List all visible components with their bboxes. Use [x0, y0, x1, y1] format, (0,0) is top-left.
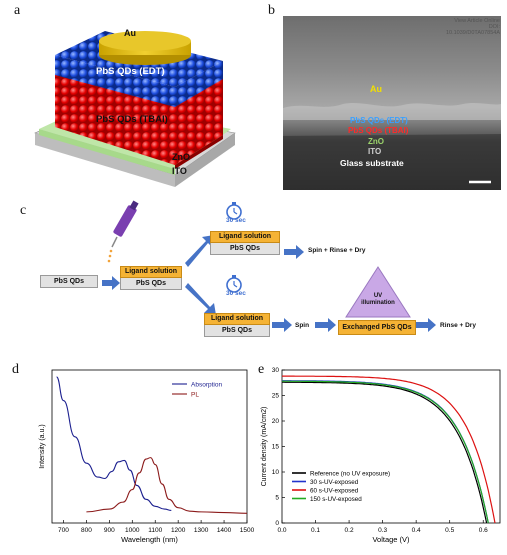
- chart-d-xtick-label: 900: [104, 527, 115, 534]
- chart-e-xtick-label: 0.5: [445, 527, 454, 534]
- chart-d-frame: [51, 369, 248, 524]
- chart-e-series-line: [282, 375, 496, 524]
- ligand-box-center: Ligand solution PbS QDs: [120, 266, 182, 290]
- chart-e-xtick-label: 0.6: [479, 527, 488, 534]
- chart-d-ylabel: Intensity (a.u.): [39, 424, 46, 468]
- chart-e-xtick-label: 0.1: [311, 527, 320, 534]
- sem-label-pbs-tbai: PbS QDs (TBAI): [348, 126, 409, 135]
- watermark: View Article Online DOI: 10.1039/D0TA078…: [438, 18, 500, 36]
- layer-label-zno: ZnO: [172, 152, 190, 162]
- chart-e-ytick-label: 0: [275, 520, 279, 527]
- ligand-box-bottom-branch-top: Ligand solution: [204, 313, 270, 325]
- chart-e-series-line: [282, 381, 488, 524]
- timer-label-bottom: 30 sec: [226, 290, 246, 297]
- branch-bottom-spin: Spin: [295, 322, 310, 329]
- watermark-line1: View Article Online: [454, 18, 500, 24]
- pipette-icon: [107, 200, 139, 263]
- chart-e-legend-label: Reference (no UV exposure): [310, 470, 390, 477]
- chart-e-legend-label: 30 s-UV-exposed: [310, 479, 359, 486]
- sem-image: [283, 16, 501, 190]
- panel-label-b: b: [268, 3, 275, 18]
- chart-d-xtick-label: 1500: [240, 527, 255, 534]
- sem-label-au: Au: [370, 84, 382, 94]
- branch-bottom-result: Rinse + Dry: [440, 322, 476, 329]
- panel-label-e: e: [258, 362, 265, 377]
- ligand-box-top-branch: Ligand solution PbS QDs: [210, 231, 280, 255]
- process-flow-arrows: [102, 200, 436, 332]
- chart-e-ytick-label: 30: [272, 367, 280, 374]
- chart-e-xtick-label: 0.4: [412, 527, 421, 534]
- chart-d-xlabel: Wavelength (nm): [121, 535, 178, 544]
- chart-e-xtick-label: 0.2: [345, 527, 354, 534]
- ligand-box-top-branch-top: Ligand solution: [210, 231, 280, 243]
- chart-d-xtick-label: 1000: [125, 527, 140, 534]
- chart-d-legend-label: PL: [191, 392, 199, 399]
- layer-label-au: Au: [124, 28, 136, 38]
- chart-e-ytick-label: 5: [275, 495, 279, 502]
- ligand-box-top-branch-bottom: PbS QDs: [210, 243, 280, 255]
- device-stack-illustration: [34, 31, 236, 187]
- chart-e-ytick-label: 20: [272, 418, 280, 425]
- chart-e-xtick-label: 0.3: [378, 527, 387, 534]
- sem-label-glass: Glass substrate: [340, 158, 404, 168]
- chart-e-xlabel: Voltage (V): [372, 535, 410, 544]
- chart-d-xtick-label: 1200: [171, 527, 186, 534]
- chart-e-xtick-label: 0.0: [277, 527, 286, 534]
- ligand-box-bottom-branch: Ligand solution PbS QDs: [204, 313, 270, 337]
- timer-icon-bottom: [226, 275, 242, 293]
- sem-label-zno: ZnO: [368, 137, 384, 146]
- chart-e-ytick-label: 10: [272, 469, 280, 476]
- chart-e-legend-label: 60 s-UV-exposed: [310, 487, 359, 494]
- uv-triangle: [345, 266, 411, 318]
- sem-label-ito: ITO: [368, 147, 382, 156]
- chart-d-xtick-label: 1100: [148, 527, 162, 534]
- uv-illumination-label: UV illumination: [361, 293, 395, 306]
- chart-jv: 0.0 0.1 0.2 0.3 0.4 0.5 0.6 0 5 10 15 20 25 30 Refere…: [261, 367, 501, 544]
- branch-top-result: Spin + Rinse + Dry: [308, 247, 366, 254]
- chart-d-xtick-label: 1300: [194, 527, 209, 534]
- panel-label-c: c: [20, 203, 27, 218]
- layer-label-pbs-tbai: PbS QDs (TBAI): [96, 114, 168, 125]
- chart-d-xtick-label: 1400: [217, 527, 232, 534]
- ligand-box-center-bottom: PbS QDs: [120, 278, 182, 290]
- chart-spectra: 700 800 900 1000 1100 1200 1300 1400 1500 Absorp…: [39, 369, 255, 544]
- chart-d-series-pl: [86, 457, 248, 514]
- chart-e-legend-label: 150 s-UV-exposed: [310, 496, 362, 503]
- layer-label-ito: ITO: [172, 166, 187, 176]
- ligand-box-center-top: Ligand solution: [120, 266, 182, 278]
- timer-label-top: 30 sec: [226, 217, 246, 224]
- chart-e-series-line: [282, 380, 489, 524]
- chart-e-ytick-label: 15: [272, 444, 280, 451]
- chart-d-legend-label: Absorption: [191, 382, 222, 389]
- chart-d-series-absorption: [56, 376, 172, 512]
- chart-e-ylabel: Current density (mA/cm2): [261, 407, 268, 487]
- panel-label-a: a: [14, 3, 21, 18]
- panel-label-d: d: [12, 362, 19, 377]
- watermark-line2: DOI: 10.1039/D0TA07854A: [445, 24, 500, 36]
- sem-label-pbs-edt: PbS QDs (EDT): [350, 116, 408, 125]
- exchanged-pbs-box: Exchanged PbS QDs: [338, 320, 416, 335]
- layer-label-pbs-edt: PbS QDs (EDT): [96, 66, 165, 77]
- timer-icon-top: [226, 202, 242, 220]
- chart-d-xtick-label: 800: [81, 527, 92, 534]
- chart-e-ytick-label: 25: [272, 393, 280, 400]
- chart-d-xtick-label: 700: [58, 527, 69, 534]
- start-pbs-box: PbS QDs: [40, 275, 98, 288]
- ligand-box-bottom-branch-bottom: PbS QDs: [204, 325, 270, 337]
